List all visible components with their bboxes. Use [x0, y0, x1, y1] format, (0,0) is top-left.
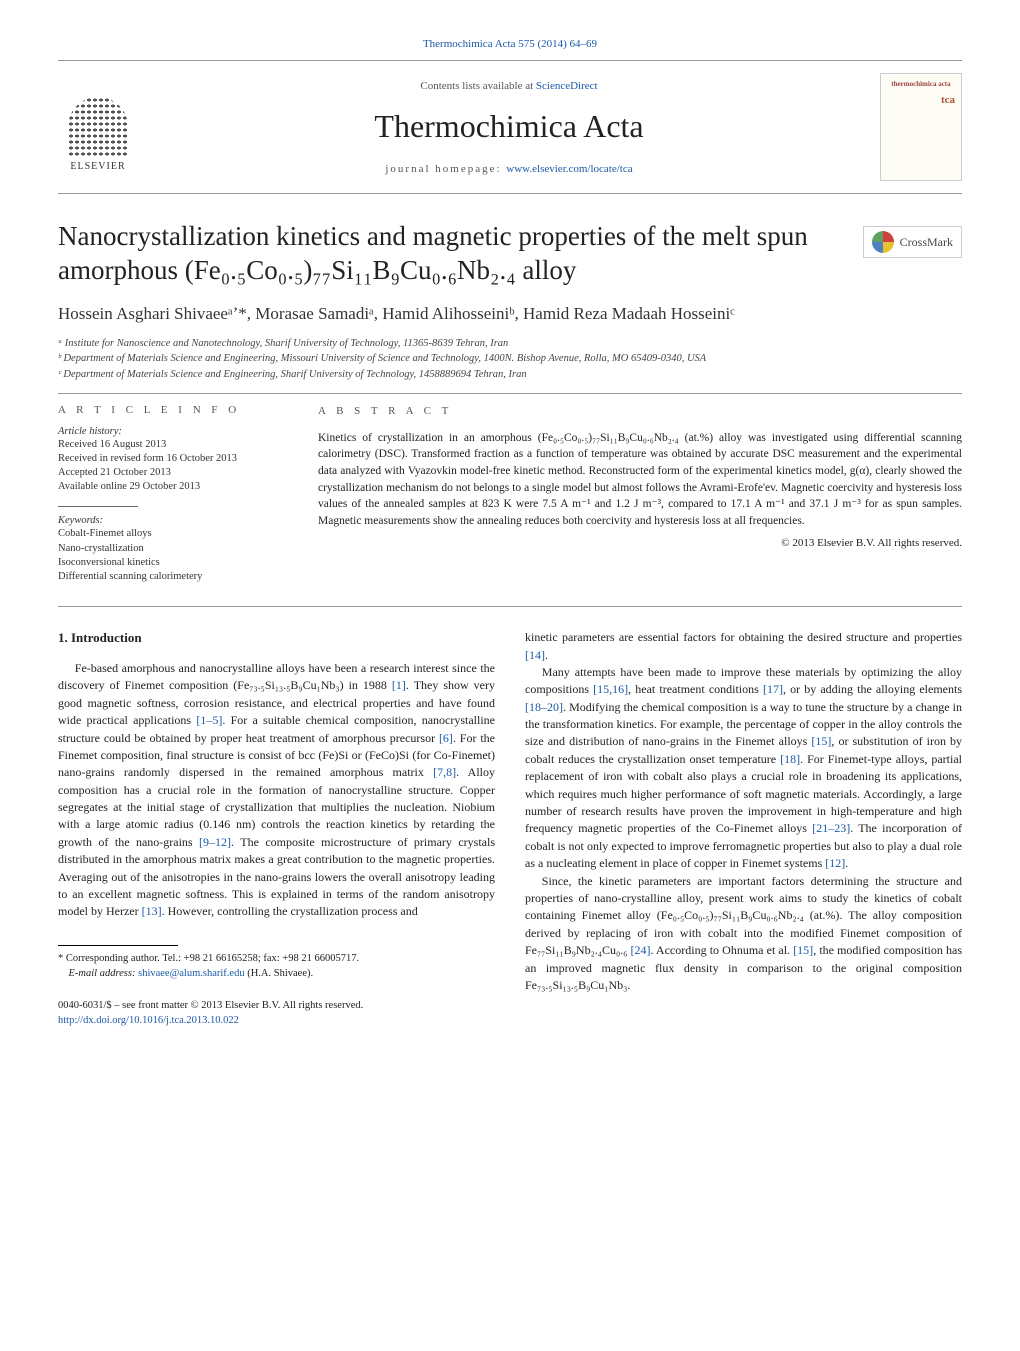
homepage-link[interactable]: www.elsevier.com/locate/tca	[506, 163, 632, 175]
abstract-copyright: © 2013 Elsevier B.V. All rights reserved…	[318, 536, 962, 552]
keywords-label: Keywords:	[58, 515, 288, 526]
cover-thumb-title: thermochimica acta	[891, 80, 950, 88]
ref-18-20[interactable]: [18–20]	[525, 700, 563, 714]
article-title: Nanocrystallization kinetics and magneti…	[58, 220, 962, 288]
footnote-separator	[58, 945, 178, 946]
affiliation-b: ᵇ Department of Materials Science and En…	[58, 351, 962, 367]
ref-18[interactable]: [18]	[780, 752, 800, 766]
info-abstract-row: A R T I C L E I N F O Article history: R…	[58, 404, 962, 596]
history-0: Received 16 August 2013	[58, 438, 288, 452]
left-column: 1. Introduction Fe-based amorphous and n…	[58, 629, 495, 1028]
keyword-1: Nano-crystallization	[58, 542, 288, 556]
ref-15-16[interactable]: [15,16]	[593, 682, 628, 696]
corr-text: * Corresponding author. Tel.: +98 21 661…	[58, 953, 359, 964]
ref-15b[interactable]: [15]	[793, 943, 813, 957]
corresponding-footnote: * Corresponding author. Tel.: +98 21 661…	[58, 952, 495, 981]
article-history: Article history: Received 16 August 2013…	[58, 426, 288, 495]
contents-line: Contents lists available at ScienceDirec…	[138, 80, 880, 92]
p3h: .	[845, 856, 848, 870]
footer: 0040-6031/$ – see front matter © 2013 El…	[58, 999, 495, 1028]
footer-line1: 0040-6031/$ – see front matter © 2013 El…	[58, 999, 495, 1014]
ref-17[interactable]: [17]	[763, 682, 783, 696]
p3b: , heat treatment conditions	[628, 682, 763, 696]
ref-24[interactable]: [24]	[630, 943, 650, 957]
email-link[interactable]: shivaee@alum.sharif.edu	[138, 968, 244, 979]
info-divider	[58, 506, 138, 507]
keyword-2: Isoconversional kinetics	[58, 556, 288, 570]
para-4: Since, the kinetic parameters are import…	[525, 873, 962, 995]
crossmark-badge[interactable]: CrossMark	[863, 226, 962, 258]
divider-top	[58, 393, 962, 394]
doi-link[interactable]: http://dx.doi.org/10.1016/j.tca.2013.10.…	[58, 1015, 239, 1026]
history-2: Accepted 21 October 2013	[58, 466, 288, 480]
ref-9-12[interactable]: [9–12]	[199, 835, 231, 849]
ref-15[interactable]: [15]	[811, 734, 831, 748]
journal-homepage: journal homepage: www.elsevier.com/locat…	[138, 163, 880, 175]
affiliation-c: ᶜ Department of Materials Science and En…	[58, 367, 962, 383]
abstract-text: Kinetics of crystallization in an amorph…	[318, 430, 962, 530]
contents-prefix: Contents lists available at	[420, 80, 535, 92]
ref-1[interactable]: [1]	[392, 678, 406, 692]
keyword-3: Differential scanning calorimetery	[58, 570, 288, 584]
p2a: kinetic parameters are essential factors…	[525, 630, 962, 644]
ref-14[interactable]: [14]	[525, 648, 545, 662]
keywords-block: Keywords: Cobalt-Finemet alloys Nano-cry…	[58, 515, 288, 584]
journal-title: Thermochimica Acta	[138, 108, 880, 145]
journal-header: ELSEVIER Contents lists available at Sci…	[58, 60, 962, 194]
ref-12[interactable]: [12]	[825, 856, 845, 870]
history-3: Available online 29 October 2013	[58, 480, 288, 494]
ref-6[interactable]: [6]	[439, 731, 453, 745]
affiliations: ᵃ Institute for Nanoscience and Nanotech…	[58, 336, 962, 383]
authors: Hossein Asghari Shivaeeᵃʼ*, Morasae Sama…	[58, 304, 962, 324]
ref-1-5[interactable]: [1–5]	[196, 713, 222, 727]
elsevier-text: ELSEVIER	[70, 161, 125, 172]
crossmark-icon	[872, 231, 894, 253]
cover-thumb-abbrev: tca	[941, 94, 955, 106]
homepage-prefix: journal homepage:	[385, 163, 506, 175]
email-label: E-mail address:	[69, 968, 139, 979]
history-label: Article history:	[58, 426, 288, 437]
ref-13[interactable]: [13]	[142, 904, 162, 918]
title-row: CrossMark Nanocrystallization kinetics a…	[58, 220, 962, 288]
p1g: . However, controlling the crystallizati…	[162, 904, 418, 918]
history-1: Received in revised form 16 October 2013	[58, 452, 288, 466]
body-columns: 1. Introduction Fe-based amorphous and n…	[58, 629, 962, 1028]
p4b: . According to Ohnuma et al.	[650, 943, 793, 957]
ref-21-23[interactable]: [21–23]	[812, 821, 850, 835]
journal-cover-thumb: thermochimica acta tca	[880, 73, 962, 181]
article-info-col: A R T I C L E I N F O Article history: R…	[58, 404, 288, 596]
right-column: kinetic parameters are essential factors…	[525, 629, 962, 1028]
p3c: , or by adding the alloying elements	[783, 682, 962, 696]
abstract-col: A B S T R A C T Kinetics of crystallizat…	[318, 404, 962, 596]
email-who: (H.A. Shivaee).	[245, 968, 314, 979]
elsevier-logo: ELSEVIER	[58, 82, 138, 172]
abstract-label: A B S T R A C T	[318, 404, 962, 420]
divider-bottom	[58, 606, 962, 607]
affiliation-a: ᵃ Institute for Nanoscience and Nanotech…	[58, 336, 962, 352]
para-1: Fe-based amorphous and nanocrystalline a…	[58, 660, 495, 921]
section-1-heading: 1. Introduction	[58, 629, 495, 648]
article-info-label: A R T I C L E I N F O	[58, 404, 288, 416]
para-3: Many attempts have been made to improve …	[525, 664, 962, 873]
crossmark-label: CrossMark	[900, 235, 953, 250]
header-center: Contents lists available at ScienceDirec…	[138, 80, 880, 175]
para-2: kinetic parameters are essential factors…	[525, 629, 962, 664]
keyword-0: Cobalt-Finemet alloys	[58, 527, 288, 541]
top-citation[interactable]: Thermochimica Acta 575 (2014) 64–69	[58, 38, 962, 50]
p2b: .	[545, 648, 548, 662]
sciencedirect-link[interactable]: ScienceDirect	[536, 80, 598, 92]
ref-7-8[interactable]: [7,8]	[433, 765, 456, 779]
elsevier-tree-icon	[68, 97, 128, 157]
